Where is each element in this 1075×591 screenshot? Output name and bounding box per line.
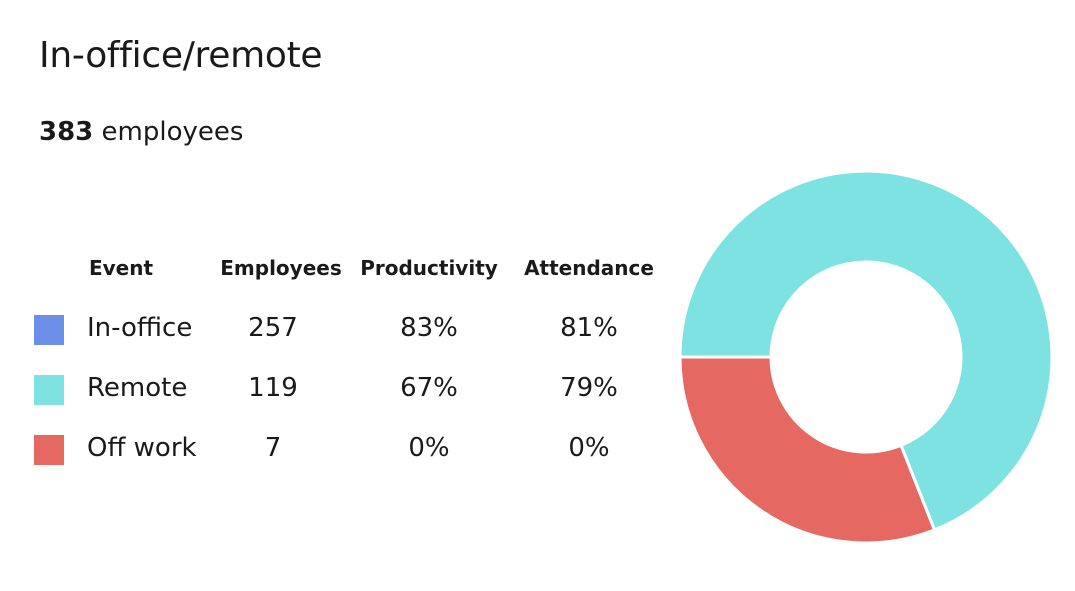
- employee-summary: 383 employees: [39, 117, 243, 148]
- legend-swatch-in-office: [34, 315, 64, 345]
- cell-employees-in-office: 257: [248, 313, 298, 343]
- cell-employees-off-work: 7: [264, 433, 282, 463]
- cell-productivity-in-office: 83%: [400, 313, 458, 343]
- row-label-in-office: In-office: [87, 313, 193, 343]
- row-label-remote: Remote: [87, 373, 188, 403]
- cell-productivity-off-work: 0%: [408, 433, 450, 463]
- column-header-employees: Employees: [220, 256, 342, 280]
- row-label-off-work: Off work: [87, 433, 197, 463]
- donut-chart: [678, 169, 1054, 545]
- cell-employees-remote: 119: [248, 373, 298, 403]
- donut-slice-off-work: [678, 355, 937, 545]
- cell-attendance-in-office: 81%: [560, 313, 618, 343]
- legend-swatch-remote: [34, 375, 64, 405]
- page-title: In-office/remote: [39, 35, 323, 76]
- cell-productivity-remote: 67%: [400, 373, 458, 403]
- donut-slice-remote: [678, 169, 1054, 532]
- column-header-attendance: Attendance: [524, 256, 654, 280]
- employee-count: 383: [39, 117, 94, 147]
- cell-attendance-off-work: 0%: [568, 433, 610, 463]
- cell-attendance-remote: 79%: [560, 373, 618, 403]
- employee-count-suffix: employees: [101, 117, 244, 147]
- column-header-event: Event: [88, 256, 154, 280]
- column-header-productivity: Productivity: [360, 256, 498, 280]
- legend-table: Event Employees Productivity Attendance …: [34, 256, 654, 465]
- legend-swatch-off-work: [34, 435, 64, 465]
